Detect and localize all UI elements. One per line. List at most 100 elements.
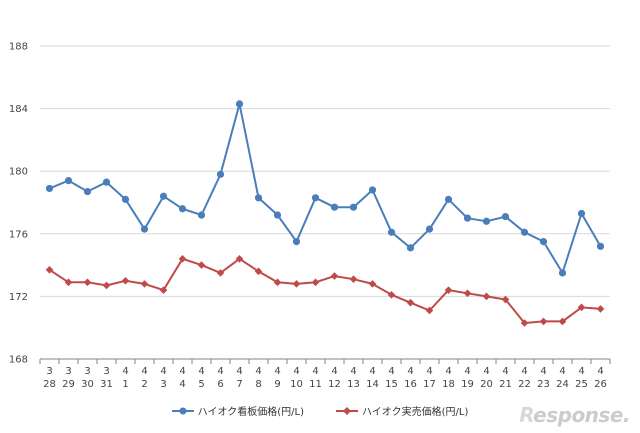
x-tick-label-day: 25: [575, 379, 588, 390]
data-point: [159, 192, 168, 200]
data-point: [273, 278, 282, 287]
legend: ハイオク看板価格(円/L) ハイオク実売価格(円/L): [0, 403, 640, 418]
data-point: [197, 261, 206, 269]
data-point: [387, 291, 396, 299]
x-tick-label-day: 6: [217, 379, 223, 390]
x-tick-label-month: 4: [483, 366, 489, 377]
x-tick-label-month: 4: [597, 366, 603, 377]
legend-label-signboard: ハイオク看板価格(円/L): [197, 407, 304, 418]
y-tick-label-188: 188: [9, 42, 28, 53]
x-tick-label-day: 28: [43, 379, 56, 390]
data-point: [558, 269, 567, 277]
y-tick-label-184: 184: [9, 104, 28, 115]
data-point: [254, 194, 263, 202]
data-point: [102, 281, 111, 290]
y-tick-label-180: 180: [9, 167, 28, 178]
x-tick-label-day: 8: [255, 379, 261, 390]
x-tick-label-month: 4: [388, 366, 394, 377]
x-tick-label-month: 3: [65, 366, 71, 377]
x-tick-label-day: 14: [366, 379, 379, 390]
response-watermark: Response.: [519, 403, 630, 427]
watermark-rest: esponse.: [533, 403, 630, 427]
x-tick-label-month: 4: [160, 366, 166, 377]
x-tick-label-month: 4: [331, 366, 337, 377]
legend-swatch-circle-icon: [171, 407, 194, 414]
data-point: [406, 244, 415, 252]
legend-item-actual: ハイオク実売価格(円/L): [336, 403, 468, 418]
x-tick-label-month: 4: [312, 366, 318, 377]
data-point: [121, 276, 130, 285]
x-tick-label-month: 4: [540, 366, 546, 377]
data-point: [368, 280, 377, 288]
data-point: [102, 178, 111, 186]
x-tick-label-day: 7: [236, 379, 242, 390]
data-point: [577, 209, 586, 218]
x-tick-label-day: 11: [309, 379, 322, 390]
data-point: [140, 225, 149, 233]
x-tick-label-month: 4: [445, 366, 451, 377]
x-tick-label-day: 15: [385, 379, 398, 390]
data-point: [178, 255, 187, 263]
x-tick-label-month: 4: [521, 366, 527, 377]
x-tick-label-month: 4: [198, 366, 204, 377]
data-point: [349, 275, 358, 283]
x-axis: 3283293303314142434445464748494104114124…: [39, 359, 611, 390]
x-tick-label-day: 22: [518, 379, 531, 390]
x-tick-label-month: 3: [84, 366, 90, 377]
x-tick-label-month: 4: [578, 366, 584, 377]
x-tick-label-month: 4: [407, 366, 413, 377]
y-tick-label-168: 168: [9, 355, 28, 366]
data-point: [45, 184, 54, 193]
y-axis: 168 172 176 180 184 188: [9, 42, 28, 366]
data-point: [292, 238, 301, 246]
x-tick-label-month: 4: [426, 366, 432, 377]
data-point: [463, 214, 472, 222]
x-tick-label-day: 31: [100, 379, 113, 390]
data-point: [368, 186, 377, 194]
data-point: [330, 203, 339, 211]
legend-swatch-diamond-icon: [336, 406, 358, 415]
data-point: [444, 195, 453, 203]
data-point: [197, 211, 206, 219]
x-tick-label-day: 4: [179, 379, 185, 390]
data-point: [596, 305, 605, 313]
watermark-prefix: R: [519, 403, 534, 427]
data-point: [216, 170, 225, 178]
x-tick-label-day: 2: [141, 379, 147, 390]
x-tick-label-day: 23: [537, 379, 550, 390]
data-point: [235, 255, 244, 263]
data-point: [311, 278, 320, 287]
x-tick-label-month: 3: [103, 366, 109, 377]
x-tick-label-day: 29: [62, 379, 75, 390]
x-tick-label-month: 4: [502, 366, 508, 377]
x-tick-label-day: 5: [198, 379, 204, 390]
data-point: [64, 176, 73, 185]
legend-item-signboard: ハイオク看板価格(円/L): [171, 403, 304, 418]
x-tick-label-month: 4: [350, 366, 356, 377]
data-point: [501, 212, 510, 221]
data-point: [254, 267, 263, 276]
x-tick-label-day: 17: [423, 379, 436, 390]
x-tick-label-day: 10: [290, 379, 303, 390]
x-tick-label-day: 9: [274, 379, 280, 390]
data-point: [121, 195, 130, 203]
x-tick-label-month: 4: [236, 366, 242, 377]
data-point: [311, 194, 320, 202]
data-point: [45, 265, 54, 274]
x-tick-label-day: 3: [160, 379, 166, 390]
data-point: [83, 278, 92, 287]
x-tick-label-month: 3: [46, 366, 52, 377]
data-point: [539, 317, 548, 326]
x-tick-label-day: 19: [461, 379, 474, 390]
data-point: [444, 286, 453, 294]
x-tick-label-day: 16: [404, 379, 417, 390]
x-tick-label-month: 4: [369, 366, 375, 377]
data-point: [577, 303, 586, 312]
x-tick-label-month: 4: [217, 366, 223, 377]
x-tick-label-month: 4: [122, 366, 128, 377]
data-point: [235, 100, 244, 108]
data-point: [178, 205, 187, 213]
x-tick-label-month: 4: [179, 366, 185, 377]
series-line-0: [49, 102, 602, 274]
